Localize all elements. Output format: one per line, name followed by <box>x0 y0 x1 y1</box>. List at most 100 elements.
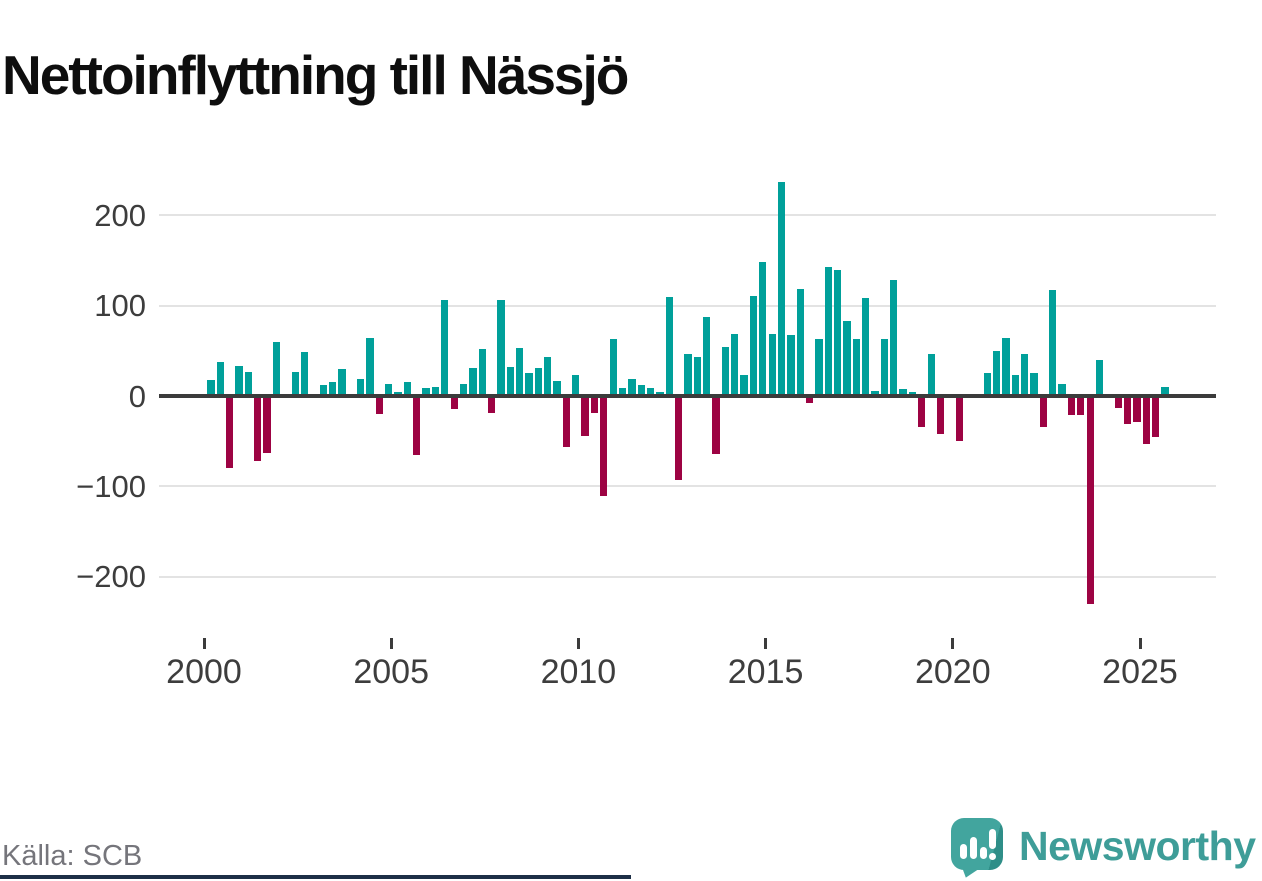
x-axis-tick-2025 <box>1138 638 1142 649</box>
bar-chart-icon <box>970 837 977 859</box>
bar-2025Q3 <box>1161 386 1169 396</box>
bar-2015Q2 <box>777 181 786 396</box>
bar-2013Q4 <box>721 347 730 396</box>
bar-2003Q3 <box>338 368 346 396</box>
bar-2007Q2 <box>478 349 486 396</box>
bar-2017Q4 <box>871 391 879 396</box>
bar-2001Q2 <box>254 396 262 462</box>
bar-2018Q1 <box>880 339 889 396</box>
y-axis-label: 100 <box>94 288 146 324</box>
bar-2001Q1 <box>244 371 253 396</box>
bar-2010Q3 <box>600 396 608 497</box>
bar-2017Q1 <box>843 321 851 396</box>
bar-2017Q2 <box>852 339 860 396</box>
bar-2002Q2 <box>291 371 299 396</box>
bar-2000Q1 <box>207 379 215 396</box>
bar-2013Q2 <box>703 316 711 396</box>
bar-2001Q4 <box>272 341 281 396</box>
bar-2007Q4 <box>497 300 505 396</box>
bar-2007Q3 <box>487 396 496 414</box>
bar-2010Q2 <box>590 396 599 414</box>
bar-2006Q3 <box>450 396 458 409</box>
bar-2020Q4 <box>983 372 991 396</box>
x-axis-label-2005: 2005 <box>353 653 429 691</box>
bar-2014Q4 <box>759 262 767 396</box>
bar-2021Q4 <box>1021 353 1029 396</box>
x-axis-tick-2015 <box>764 638 768 649</box>
bar-2010Q4 <box>609 339 617 396</box>
bar-2001Q3 <box>263 396 271 453</box>
brand-name: Newsworthy <box>1019 823 1256 869</box>
bar-2016Q2 <box>815 339 823 396</box>
bar-2019Q3 <box>936 396 945 434</box>
bar-2008Q4 <box>534 368 542 396</box>
bar-2004Q2 <box>366 338 374 396</box>
bar-2012Q2 <box>665 296 673 396</box>
bar-2003Q2 <box>328 381 337 396</box>
bar-2025Q1 <box>1142 396 1150 444</box>
bar-2016Q3 <box>824 266 832 396</box>
bar-2006Q1 <box>431 386 440 396</box>
bar-2009Q4 <box>572 375 580 396</box>
bar-chart-icon <box>960 844 967 859</box>
bar-2000Q2 <box>216 361 224 396</box>
gridline-100 <box>159 304 1216 307</box>
zero-axis-line <box>159 394 1216 398</box>
bar-2010Q1 <box>581 396 589 436</box>
bar-2024Q3 <box>1123 396 1132 424</box>
x-axis-tick-2020 <box>951 638 955 649</box>
bar-2007Q1 <box>469 368 477 396</box>
bar-2015Q3 <box>787 334 795 396</box>
bar-2018Q2 <box>890 280 898 396</box>
y-axis-label: 0 <box>128 378 146 414</box>
source-text: Källa: SCB <box>2 840 143 872</box>
bar-2024Q2 <box>1114 396 1122 408</box>
bar-chart-icon <box>980 847 987 859</box>
y-axis-label: 200 <box>94 197 146 233</box>
bar-2021Q3 <box>1011 375 1019 396</box>
bar-2022Q2 <box>1039 396 1048 427</box>
bar-2013Q3 <box>712 396 720 454</box>
x-axis-tick-2010 <box>576 638 580 649</box>
bar-2015Q1 <box>768 333 776 396</box>
bar-2022Q3 <box>1049 290 1057 396</box>
bar-2004Q1 <box>356 378 365 396</box>
x-axis-label-2025: 2025 <box>1102 653 1178 691</box>
bar-2008Q1 <box>506 367 514 396</box>
bar-2011Q1 <box>618 387 627 396</box>
bar-2023Q3 <box>1086 396 1094 604</box>
bar-2004Q3 <box>375 396 383 415</box>
bar-2011Q3 <box>637 385 645 396</box>
bar-2009Q2 <box>553 380 561 396</box>
exclamation-icon <box>989 829 996 849</box>
bar-2009Q1 <box>544 357 552 396</box>
bar-2009Q3 <box>562 396 571 447</box>
bar-2015Q4 <box>796 288 804 396</box>
x-axis-label-2015: 2015 <box>727 653 804 691</box>
x-axis-tick-2000 <box>202 638 206 649</box>
bar-2000Q4 <box>235 366 243 396</box>
x-axis-label-2000: 2000 <box>166 653 242 691</box>
bar-2005Q4 <box>422 387 430 396</box>
x-axis-label-2020: 2020 <box>914 653 991 691</box>
bar-2020Q1 <box>955 396 963 442</box>
bar-2011Q4 <box>646 387 655 396</box>
gridline-200 <box>159 214 1216 217</box>
bar-2016Q1 <box>805 396 814 404</box>
logo-bubble <box>951 818 1003 870</box>
gridline--200 <box>159 575 1216 578</box>
bar-2004Q4 <box>385 384 393 396</box>
gridline--100 <box>159 485 1216 488</box>
y-axis-label: −200 <box>76 559 146 595</box>
x-axis-label-2010: 2010 <box>540 653 617 691</box>
bar-2025Q2 <box>1152 396 1160 437</box>
bar-2014Q3 <box>749 295 758 396</box>
newsworthy-logo: Newsworthy <box>951 816 1261 881</box>
bar-2002Q3 <box>300 351 309 396</box>
bar-2008Q2 <box>515 348 524 396</box>
bar-2006Q4 <box>459 384 468 396</box>
bar-2023Q1 <box>1067 396 1076 415</box>
bar-2024Q4 <box>1133 396 1141 423</box>
bar-2012Q3 <box>675 396 683 480</box>
